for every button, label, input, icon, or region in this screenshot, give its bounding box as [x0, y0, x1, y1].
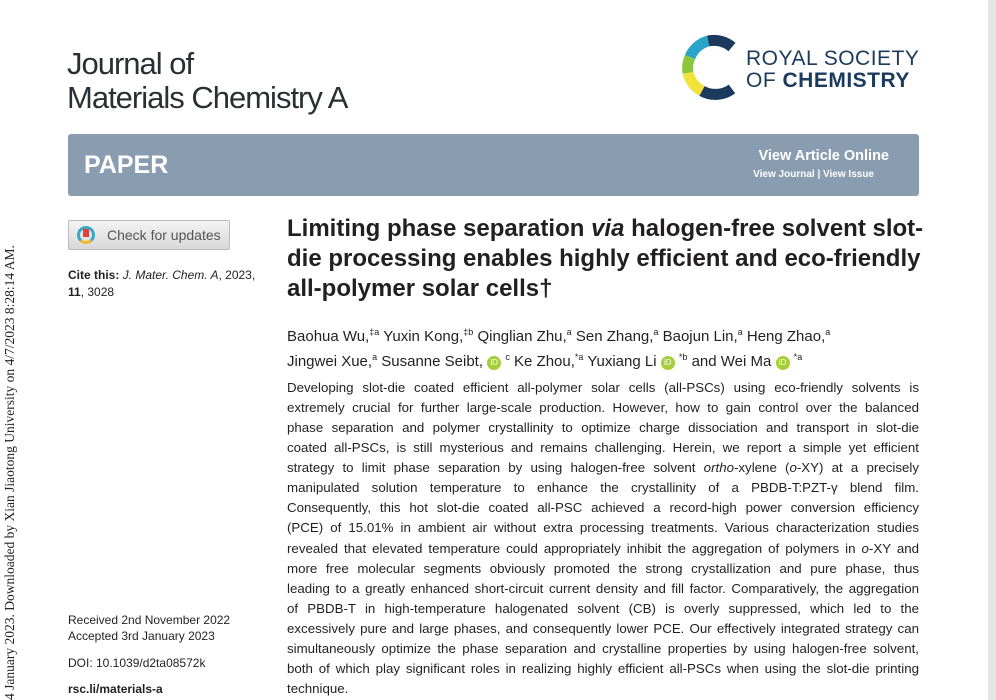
abstract-text: coated all-PSCs, is still mysterious and… — [287, 440, 919, 456]
affiliation-mark: *a — [793, 352, 803, 362]
affiliation-mark: a — [653, 327, 659, 337]
abstract-text: -xylene ( — [733, 460, 790, 476]
affiliation-mark: *a — [574, 352, 584, 362]
abstract-text: Consequently, this hot slot-die coated a… — [287, 500, 919, 516]
abstract: Developing slot-die coated efficient all… — [287, 378, 919, 699]
abstract-line: (PCE) of 15.01% in ambient air without e… — [287, 518, 919, 538]
view-article-online-link[interactable]: View Article Online — [758, 148, 889, 164]
author[interactable]: and Wei Ma — [691, 353, 772, 370]
abstract-text: technique. — [287, 680, 349, 696]
author[interactable]: Yuxiang Li — [587, 353, 657, 370]
publisher-name: ROYAL SOCIETY OF CHEMISTRY — [746, 48, 919, 92]
abstract-line: more free molecular segments obviously p… — [287, 559, 919, 579]
abstract-text: extremely crucial for further large-scal… — [287, 400, 919, 416]
check-for-updates-button[interactable]: Check for updates — [68, 220, 230, 250]
affiliation-mark: ‡b — [463, 327, 474, 337]
abstract-line: Consequently, this hot slot-die coated a… — [287, 498, 919, 518]
abstract-line: both of which play significant roles in … — [287, 659, 919, 679]
abstract-text: phase separation and polymer crystallini… — [287, 420, 919, 436]
author[interactable]: Heng Zhao, — [746, 328, 826, 345]
title-part: via — [591, 215, 625, 242]
author[interactable]: Baojun Lin, — [662, 328, 738, 345]
author[interactable]: Qinglian Zhu, — [477, 328, 567, 345]
affiliation-mark: c — [505, 352, 510, 362]
author[interactable]: Jingwei Xue, — [287, 353, 373, 370]
abstract-text: -XY and — [868, 540, 920, 556]
accepted-date: Accepted 3rd January 2023 — [68, 629, 215, 643]
article-type: PAPER — [84, 151, 169, 179]
abstract-line: strategy to limit phase separation by us… — [287, 458, 919, 478]
abstract-text: simultaneously optimize the phase separa… — [287, 640, 919, 656]
abstract-line: technique. — [287, 679, 919, 699]
cite-volume: 11 — [68, 285, 81, 299]
abstract-text: excessively pure and large phases, and c… — [287, 620, 919, 636]
affiliation-mark: a — [566, 327, 572, 337]
article-title: Limiting phase separation via halogen-fr… — [287, 214, 927, 304]
author-list: Baohua Wu,‡a Yuxin Kong,‡b Qinglian Zhu,… — [287, 322, 927, 372]
abstract-line: manipulated solution temperature to enha… — [287, 478, 919, 498]
abstract-text: ortho — [703, 460, 734, 476]
title-part: Limiting phase separation — [287, 215, 592, 242]
abstract-line: phase separation and polymer crystallini… — [287, 418, 919, 438]
scrollbar[interactable] — [988, 0, 996, 700]
abstract-text: o — [789, 460, 797, 476]
abstract-line: leading to a greatly enhanced short-circ… — [287, 579, 919, 599]
abstract-text: Developing slot-die coated efficient all… — [287, 380, 919, 395]
abstract-text: o — [861, 540, 869, 556]
cite-page: , 3028 — [80, 285, 115, 299]
abstract-text: manipulated solution temperature to enha… — [287, 480, 919, 496]
orcid-icon[interactable]: iD — [487, 356, 502, 370]
affiliation-mark: ‡a — [369, 327, 380, 337]
rsc-logo-icon — [682, 34, 736, 100]
download-note: 4 January 2023. Downloaded by Xian Jiaot… — [2, 245, 17, 700]
orcid-icon[interactable]: iD — [660, 356, 675, 370]
cite-label: Cite this: — [68, 268, 123, 282]
journal-title-line1: Journal of — [67, 46, 194, 81]
article-type-banner: PAPER View Article Online View Journal |… — [68, 134, 919, 196]
abstract-line: extremely crucial for further large-scal… — [287, 398, 919, 418]
check-for-updates-label: Check for updates — [107, 227, 221, 243]
publisher-line1: ROYAL SOCIETY — [746, 47, 920, 70]
publisher-line2a: OF — [746, 69, 783, 92]
journal-title: Journal of Materials Chemistry A — [67, 46, 348, 115]
author[interactable]: Baohua Wu, — [287, 328, 370, 345]
view-journal-link[interactable]: View Journal — [753, 169, 815, 180]
cite-year: , 2023, — [218, 268, 256, 282]
abstract-text: strategy to limit phase separation by us… — [287, 460, 704, 476]
separator: | — [814, 169, 824, 180]
journal-link[interactable]: rsc.li/materials-a — [68, 682, 163, 696]
affiliation-mark: a — [372, 352, 378, 362]
abstract-line: simultaneously optimize the phase separa… — [287, 639, 919, 659]
view-issue-link[interactable]: View Issue — [823, 169, 874, 180]
author[interactable]: Yuxin Kong, — [383, 328, 464, 345]
author[interactable]: Susanne Seibt, — [381, 353, 483, 370]
received-date: Received 2nd November 2022 — [68, 613, 231, 627]
abstract-line: revealed that elevated temperature could… — [287, 539, 919, 559]
title-part: halogen-free solvent slot-die processing… — [287, 215, 924, 302]
affiliation-mark: a — [737, 327, 743, 337]
crossmark-icon — [77, 226, 95, 244]
abstract-text: of PBDB-T in high-temperature halogenate… — [287, 600, 919, 616]
abstract-text: both of which play significant roles in … — [287, 660, 919, 676]
cite-journal: J. Mater. Chem. A — [122, 268, 219, 282]
abstract-line: excessively pure and large phases, and c… — [287, 619, 919, 639]
abstract-text: (PCE) of 15.01% in ambient air without e… — [287, 520, 919, 536]
abstract-text: revealed that elevated temperature could… — [287, 540, 862, 556]
author[interactable]: Sen Zhang, — [575, 328, 654, 345]
abstract-text: leading to a greatly enhanced short-circ… — [287, 580, 919, 596]
doi[interactable]: DOI: 10.1039/d2ta08572k — [68, 656, 206, 670]
citation: Cite this: J. Mater. Chem. A, 2023, 11, … — [68, 267, 268, 301]
abstract-text: -XY) at a precisely — [796, 460, 919, 476]
abstract-line: of PBDB-T in high-temperature halogenate… — [287, 599, 919, 619]
abstract-text: more free molecular segments obviously p… — [287, 560, 919, 576]
affiliation-mark: a — [825, 327, 831, 337]
author[interactable]: Ke Zhou, — [514, 353, 575, 370]
abstract-line: coated all-PSCs, is still mysterious and… — [287, 438, 919, 458]
affiliation-mark: *b — [678, 352, 688, 362]
abstract-line: Developing slot-die coated efficient all… — [287, 378, 919, 398]
journal-title-line2: Materials Chemistry A — [67, 80, 348, 115]
orcid-icon[interactable]: iD — [775, 356, 790, 370]
publisher-line2b: CHEMISTRY — [782, 69, 910, 92]
